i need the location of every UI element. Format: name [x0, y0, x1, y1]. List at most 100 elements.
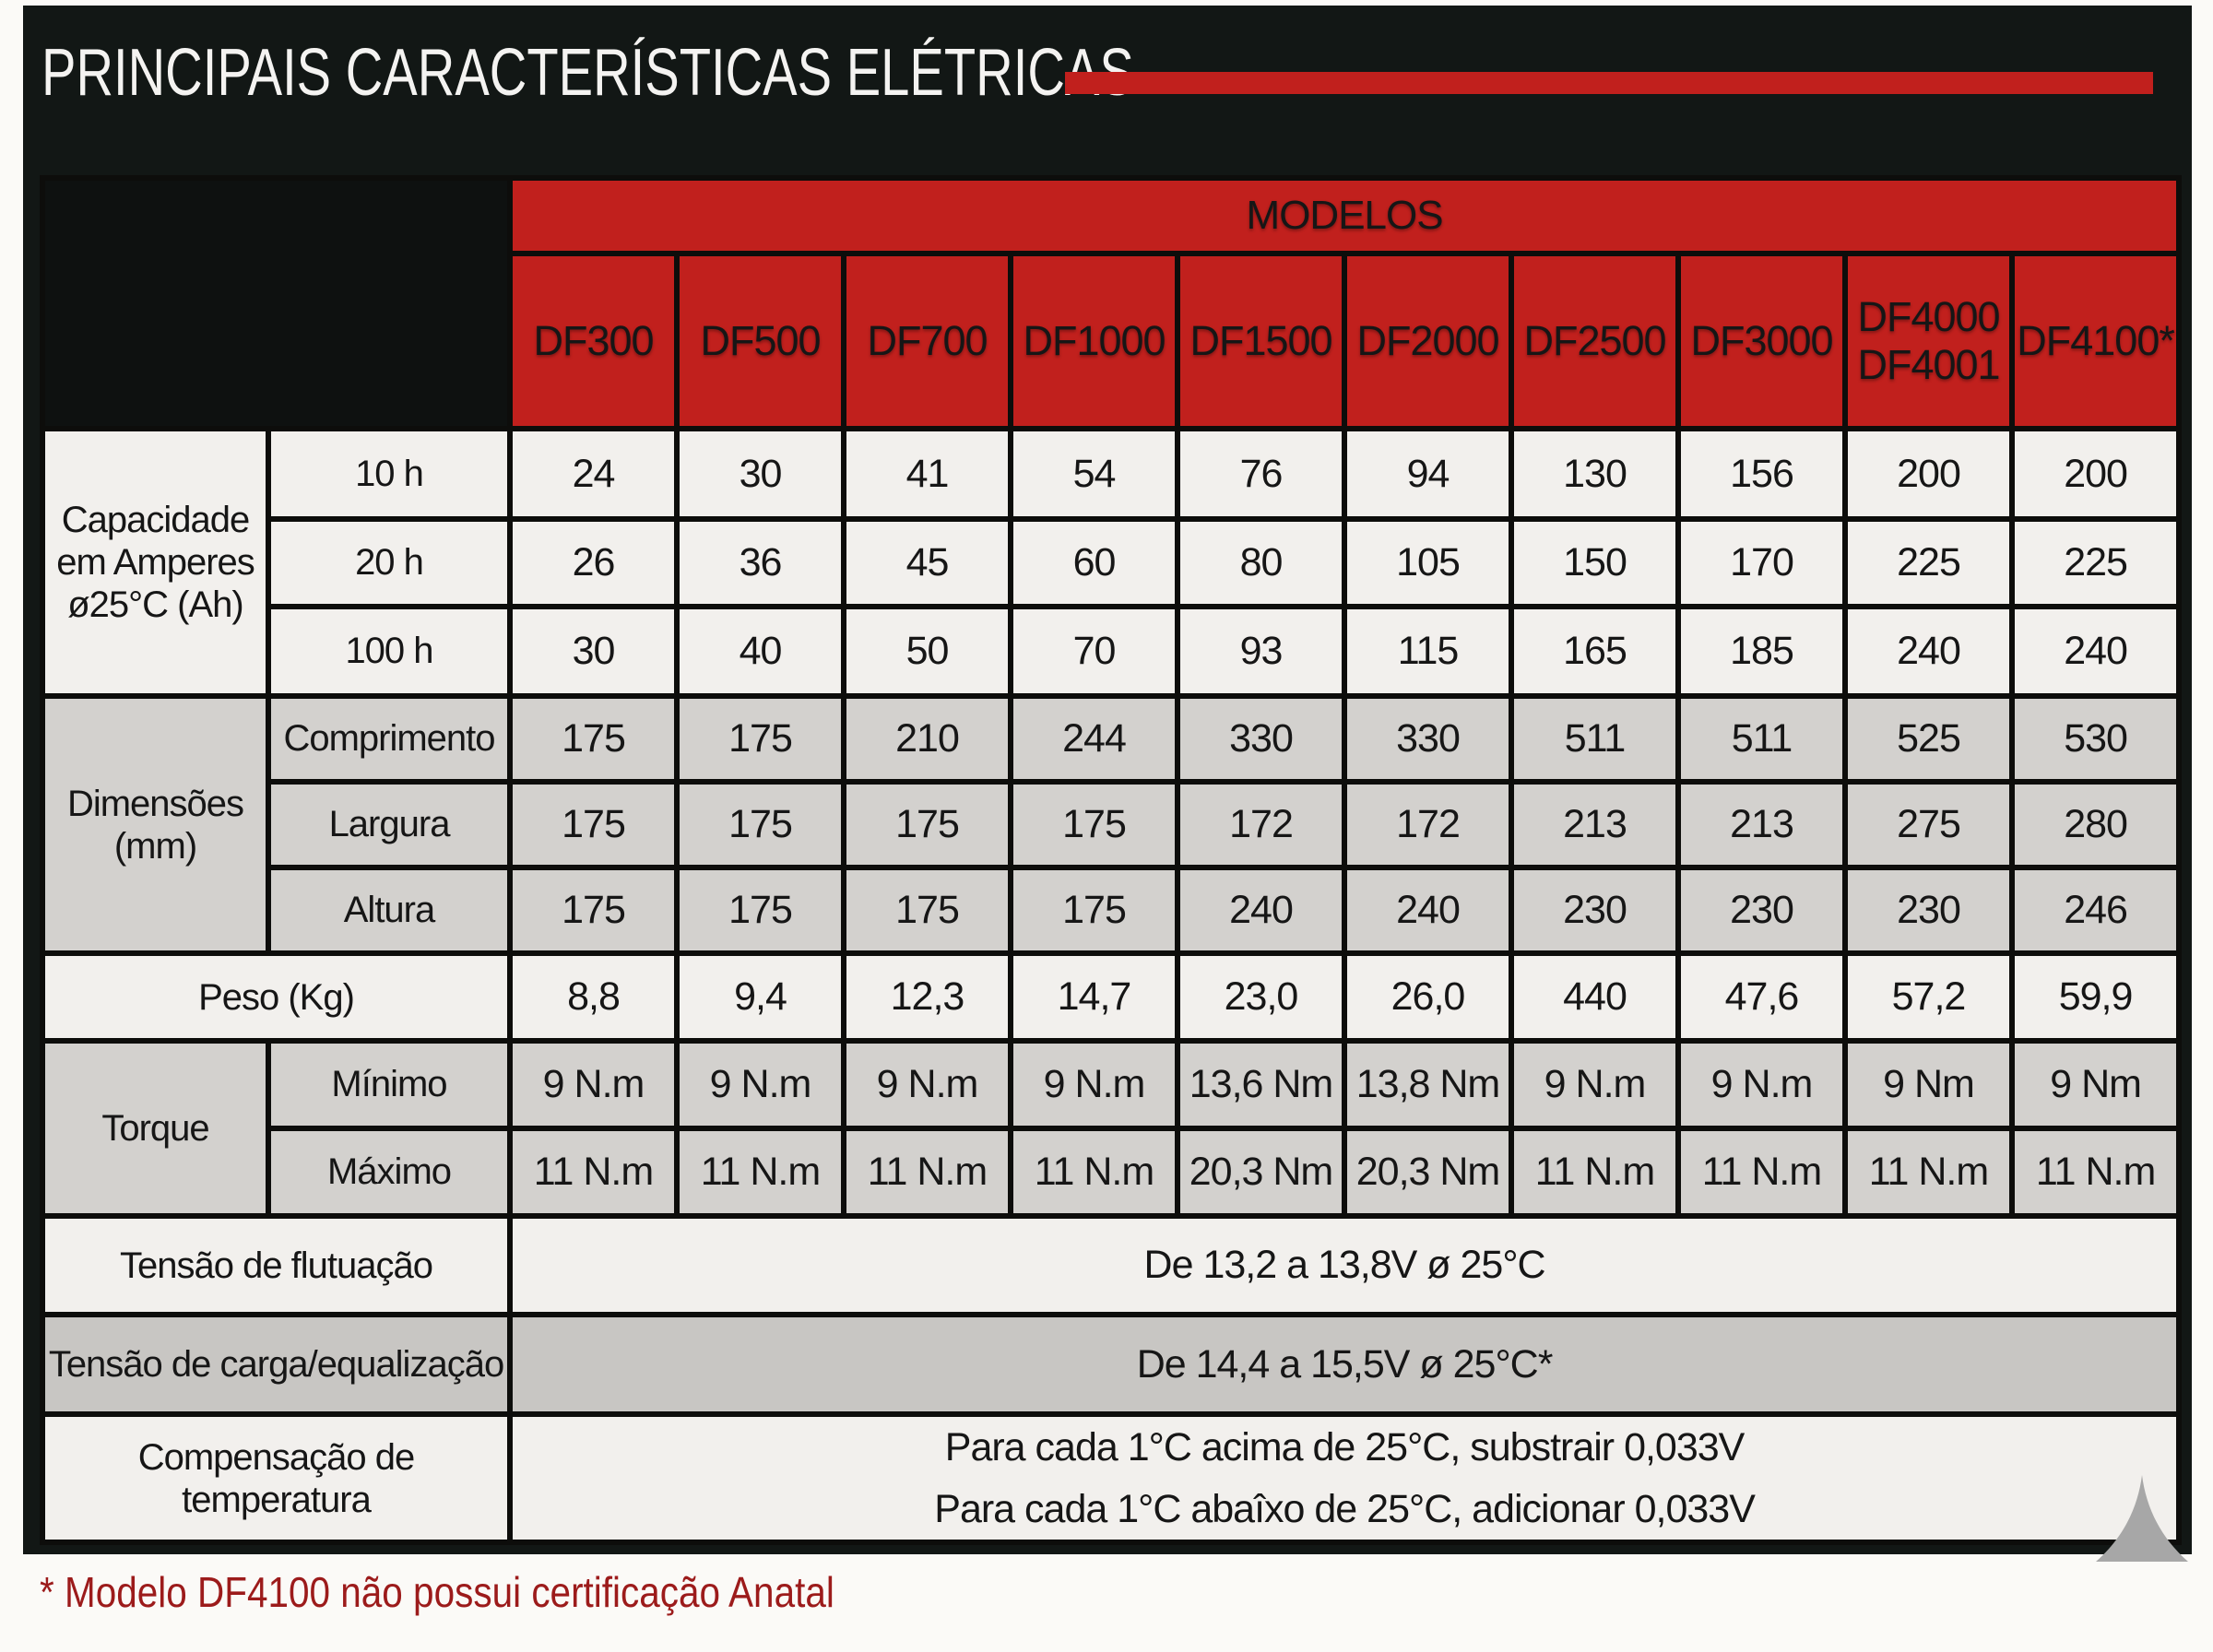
value-cell: 11 N.m: [674, 1126, 846, 1219]
value-cell: 244: [1008, 693, 1180, 785]
value-cell: 93: [1175, 604, 1347, 699]
float-voltage-row: Tensão de flutuação De 13,2 a 13,8V ø 25…: [40, 1213, 2183, 1317]
sub-row-label-20h: 20 h: [266, 516, 513, 609]
value-cell: 213: [1509, 779, 1681, 870]
value-cell: 240: [1342, 865, 1514, 956]
value-cell: 175: [674, 779, 846, 870]
value-cell: 280: [2008, 779, 2183, 870]
value-cell: 225: [1842, 516, 2015, 609]
value-cell: 70: [1008, 604, 1180, 699]
value-cell: 12,3: [841, 950, 1013, 1044]
sub-row-label-10h: 10 h: [266, 426, 513, 522]
temp-compensation-value: Para cada 1°C acima de 25°C, substrair 0…: [506, 1410, 2183, 1546]
value-cell: 14,7: [1008, 950, 1180, 1044]
value-cell: 50: [841, 604, 1013, 699]
value-cell: 26,0: [1342, 950, 1514, 1044]
value-cell: 45: [841, 516, 1013, 609]
sub-row-label-length: Comprimento: [266, 693, 513, 785]
value-cell: 210: [841, 693, 1013, 785]
datasheet-panel: PRINCIPAIS CARACTERÍSTICAS ELÉTRICAS MOD…: [23, 6, 2192, 1562]
value-cell: 213: [1675, 779, 1848, 870]
value-cell: 172: [1342, 779, 1514, 870]
page-title: PRINCIPAIS CARACTERÍSTICAS ELÉTRICAS: [41, 36, 1134, 110]
model-column-header: DF4000 DF4001: [1842, 251, 2015, 431]
value-cell: 275: [1842, 779, 2015, 870]
value-cell: 9 N.m: [1509, 1038, 1681, 1131]
row-label-torque: Torque: [40, 1038, 271, 1219]
value-cell: 175: [674, 865, 846, 956]
value-cell: 47,6: [1675, 950, 1848, 1044]
value-cell: 13,8 Nm: [1342, 1038, 1514, 1131]
row-label-dimensions: Dimensões (mm): [40, 693, 271, 956]
title-accent-bar: [1065, 72, 2153, 94]
value-cell: 240: [2008, 604, 2183, 699]
value-cell: 94: [1342, 426, 1514, 522]
value-cell: 150: [1509, 516, 1681, 609]
value-cell: 175: [507, 693, 680, 785]
value-cell: 11 N.m: [1008, 1126, 1180, 1219]
dimensions-row-height: Altura 175 175 175 175 240 240 230 230 230 246: [42, 865, 2183, 956]
value-cell: 330: [1175, 693, 1347, 785]
value-cell: 11 N.m: [1842, 1126, 2015, 1219]
value-cell: 200: [2008, 426, 2183, 522]
value-cell: 185: [1675, 604, 1848, 699]
value-cell: 9 N.m: [1008, 1038, 1180, 1131]
value-cell: 240: [1842, 604, 2015, 699]
model-column-header: DF500: [674, 251, 846, 431]
value-cell: 175: [841, 779, 1013, 870]
value-cell: 170: [1675, 516, 1848, 609]
dimensions-row-length: Dimensões (mm) Comprimento 175 175 210 244 3…: [40, 693, 2183, 956]
model-column-header: DF1500: [1175, 251, 1347, 431]
dimensions-row-width: Largura 175 175 175 175 172 172 213 213 275 280: [42, 779, 2183, 870]
value-cell: 11 N.m: [2008, 1126, 2183, 1219]
footnote: * Modelo DF4100 não possui certificação …: [40, 1568, 834, 1616]
value-cell: 525: [1842, 693, 2015, 785]
value-cell: 230: [1675, 865, 1848, 956]
sub-row-label-100h: 100 h: [266, 604, 513, 699]
value-cell: 54: [1008, 426, 1180, 522]
value-cell: 175: [1008, 865, 1180, 956]
value-cell: 57,2: [1842, 950, 2015, 1044]
temp-compensation-row: Compensação de temperatura Para cada 1°C…: [40, 1410, 2183, 1546]
value-cell: 9 N.m: [507, 1038, 680, 1131]
value-cell: 440: [1509, 950, 1681, 1044]
sub-row-label-width: Largura: [266, 779, 513, 870]
value-cell: 165: [1509, 604, 1681, 699]
model-column-header: DF3000: [1675, 251, 1848, 431]
value-cell: 80: [1175, 516, 1347, 609]
row-label-weight: Peso (Kg): [40, 950, 513, 1044]
model-column-header: DF2500: [1509, 251, 1681, 431]
sub-row-label-max: Máximo: [266, 1126, 513, 1219]
value-cell: 9 N.m: [674, 1038, 846, 1131]
value-cell: 530: [2008, 693, 2183, 785]
model-column-header: DF700: [841, 251, 1013, 431]
value-cell: 225: [2008, 516, 2183, 609]
value-cell: 36: [674, 516, 846, 609]
models-band-row: MODELOS: [40, 175, 2183, 431]
value-cell: 511: [1509, 693, 1681, 785]
sub-row-label-height: Altura: [266, 865, 513, 956]
value-cell: 230: [1842, 865, 2015, 956]
models-header-cell: MODELOS: [506, 175, 2183, 256]
value-cell: 11 N.m: [507, 1126, 680, 1219]
value-cell: 175: [1008, 779, 1180, 870]
value-cell: 9 N.m: [1675, 1038, 1848, 1131]
capacity-row-100h: 100 h 30 40 50 70 93 115 165 185 240 240: [42, 604, 2183, 699]
capacity-row-10h: Capacidade em Amperes ø25°C (Ah) 10 h 24…: [40, 426, 2183, 699]
value-cell: 175: [507, 865, 680, 956]
torque-row-min: Torque Mínimo 9 N.m 9 N.m 9 N.m 9 N.m 13,6 N…: [40, 1038, 2183, 1219]
value-cell: 30: [674, 426, 846, 522]
weight-row: Peso (Kg) 8,8 9,4 12,3 14,7 23,0 26,0 440 47,6 5…: [40, 950, 2183, 1044]
table-corner-box: [40, 175, 513, 431]
value-cell: 20,3 Nm: [1342, 1126, 1514, 1219]
value-cell: 200: [1842, 426, 2015, 522]
value-cell: 11 N.m: [1509, 1126, 1681, 1219]
value-cell: 156: [1675, 426, 1848, 522]
value-cell: 175: [841, 865, 1013, 956]
row-label-temp-compensation: Compensação de temperatura: [40, 1410, 513, 1546]
capacity-row-20h: 20 h 26 36 45 60 80 105 150 170 225 225: [42, 516, 2183, 609]
value-cell: 115: [1342, 604, 1514, 699]
value-cell: 511: [1675, 693, 1848, 785]
model-column-header: DF2000: [1342, 251, 1514, 431]
spec-table: MODELOS DF300 DF500 DF700 DF1000 DF1500 DF200…: [40, 175, 2183, 1546]
